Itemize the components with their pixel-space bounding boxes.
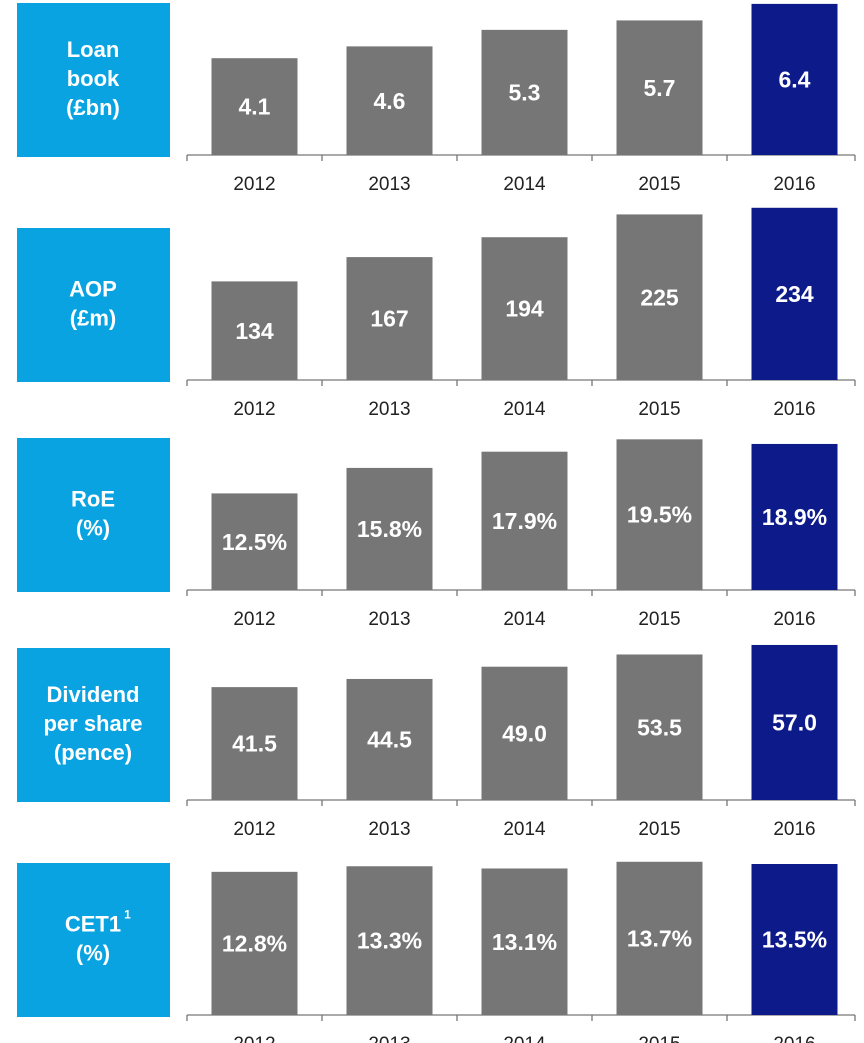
value-label: 41.5 — [232, 731, 277, 757]
x-tick-label: 2015 — [638, 609, 680, 630]
x-tick-label: 2014 — [503, 609, 546, 630]
bar — [616, 20, 703, 155]
x-tick-label: 2016 — [773, 819, 815, 840]
value-label: 234 — [775, 281, 814, 307]
value-label: 12.8% — [222, 930, 287, 956]
label-text: (£m) — [70, 305, 116, 330]
x-tick-label: 2013 — [368, 1034, 410, 1043]
value-label: 5.3 — [509, 80, 541, 106]
label-text: (pence) — [54, 740, 132, 765]
bar — [751, 644, 838, 800]
x-tick-label: 2013 — [368, 819, 410, 840]
value-label: 4.6 — [374, 88, 406, 114]
footnote-marker: 1 — [124, 908, 131, 922]
x-tick-label: 2015 — [638, 1034, 680, 1043]
label-box — [17, 863, 170, 1017]
bar — [346, 467, 433, 590]
x-tick-label: 2014 — [503, 819, 546, 840]
bar — [616, 861, 703, 1015]
x-tick-label: 2013 — [368, 174, 410, 195]
bar — [481, 451, 568, 590]
x-tick-label: 2014 — [503, 174, 546, 195]
value-label: 13.3% — [357, 928, 422, 954]
bar — [211, 281, 298, 380]
x-tick-label: 2016 — [773, 609, 815, 630]
label-text: Dividend — [47, 682, 140, 707]
label-text: RoE — [71, 486, 115, 511]
value-label: 167 — [370, 306, 408, 332]
value-label: 17.9% — [492, 508, 557, 534]
bar — [751, 207, 838, 380]
x-tick-label: 2013 — [368, 609, 410, 630]
x-tick-label: 2012 — [233, 819, 275, 840]
label-box — [17, 3, 170, 157]
label-box — [17, 228, 170, 382]
x-tick-label: 2012 — [233, 1034, 275, 1043]
bar — [481, 666, 568, 800]
value-label: 12.5% — [222, 529, 287, 555]
value-label: 225 — [640, 284, 679, 310]
label-box — [17, 648, 170, 802]
value-label: 18.9% — [762, 504, 827, 530]
bar — [616, 654, 703, 800]
label-text: (%) — [76, 940, 110, 965]
value-label: 49.0 — [502, 720, 547, 746]
label-text: book — [67, 66, 120, 91]
label-text: CET1 — [65, 911, 121, 936]
x-tick-label: 2014 — [503, 1034, 546, 1043]
label-text: per share — [43, 711, 142, 736]
x-tick-label: 2013 — [368, 399, 410, 420]
bar — [751, 3, 838, 156]
bar — [346, 678, 433, 800]
bar — [211, 687, 298, 800]
bar — [751, 864, 838, 1015]
x-tick-label: 2015 — [638, 819, 680, 840]
x-tick-label: 2015 — [638, 399, 680, 420]
value-label: 6.4 — [779, 67, 811, 93]
bar — [346, 46, 433, 156]
value-label: 13.5% — [762, 927, 827, 953]
bar — [211, 58, 298, 155]
bar — [211, 493, 298, 590]
value-label: 44.5 — [367, 727, 412, 753]
value-label: 19.5% — [627, 502, 692, 528]
bar — [346, 257, 433, 380]
bar — [751, 443, 838, 590]
bar — [616, 214, 703, 380]
value-label: 53.5 — [637, 714, 682, 740]
value-label: 4.1 — [239, 94, 271, 120]
label-box — [17, 438, 170, 592]
bar — [211, 871, 298, 1015]
x-tick-label: 2015 — [638, 174, 680, 195]
x-tick-label: 2016 — [773, 1034, 815, 1043]
x-tick-label: 2014 — [503, 399, 546, 420]
x-tick-label: 2016 — [773, 399, 815, 420]
value-label: 5.7 — [644, 75, 676, 101]
value-label: 13.7% — [627, 925, 692, 951]
value-label: 134 — [235, 318, 274, 344]
bar — [481, 237, 568, 380]
label-text: Loan — [67, 37, 120, 62]
value-label: 15.8% — [357, 516, 422, 542]
value-label: 57.0 — [772, 710, 817, 736]
bar — [346, 866, 433, 1015]
value-label: 194 — [505, 296, 544, 322]
label-text: (£bn) — [66, 95, 120, 120]
label-text: AOP — [69, 276, 117, 301]
x-tick-label: 2016 — [773, 174, 815, 195]
x-tick-label: 2012 — [233, 174, 275, 195]
bar — [616, 439, 703, 590]
x-tick-label: 2012 — [233, 609, 275, 630]
x-tick-label: 2012 — [233, 399, 275, 420]
bar — [481, 29, 568, 155]
bar — [481, 868, 568, 1015]
value-label: 13.1% — [492, 929, 557, 955]
label-text: (%) — [76, 515, 110, 540]
